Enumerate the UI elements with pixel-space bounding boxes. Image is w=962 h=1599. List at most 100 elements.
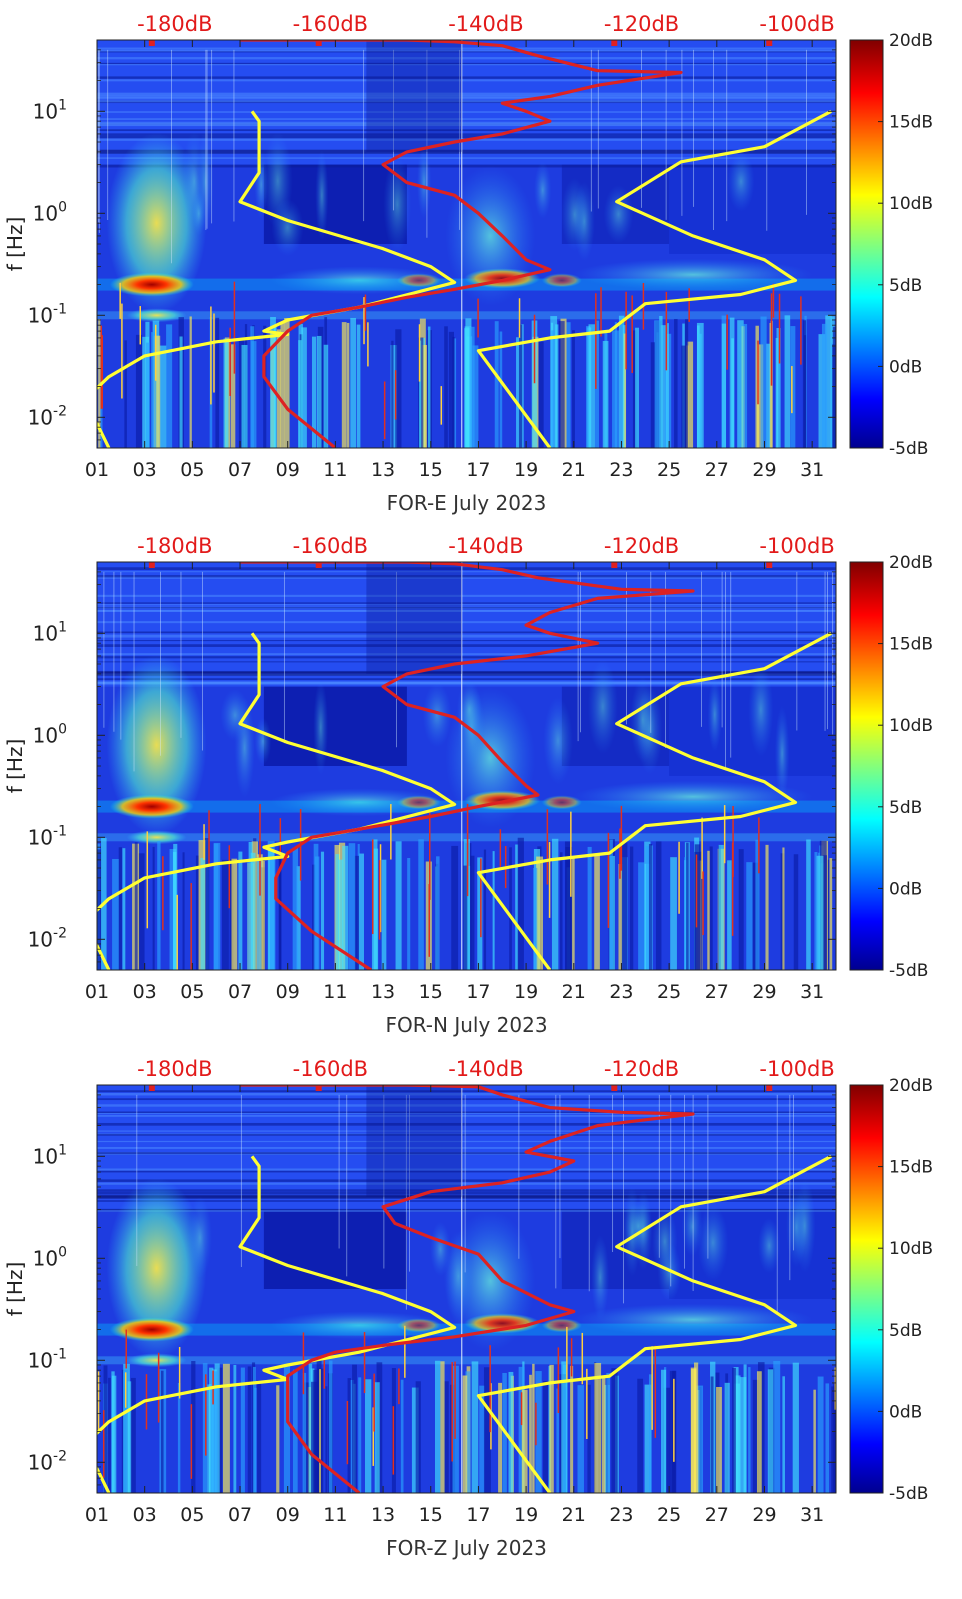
event-column	[533, 867, 538, 970]
top-marker	[315, 562, 322, 568]
y-tick-label: 101	[33, 97, 67, 123]
event-column	[816, 855, 824, 970]
event-column	[515, 844, 519, 970]
event-column	[195, 855, 199, 970]
x-tick-label: 09	[276, 981, 300, 1003]
event-column	[594, 855, 600, 970]
x-tick-label: 03	[133, 1504, 157, 1526]
top-marker	[148, 562, 155, 568]
event-column	[108, 1377, 111, 1493]
event-column	[390, 345, 398, 448]
energy-blob	[269, 266, 450, 295]
event-column	[587, 846, 592, 970]
event-column	[733, 1367, 739, 1493]
event-column	[415, 1381, 421, 1493]
event-column	[571, 857, 575, 970]
event-column	[623, 333, 627, 448]
event-column	[748, 1367, 751, 1493]
event-column	[226, 341, 229, 448]
event-column	[727, 860, 732, 970]
event-column	[803, 335, 807, 448]
x-tick-label: 29	[752, 981, 776, 1003]
x-tick-label: 13	[371, 1504, 395, 1526]
noise-stripe	[97, 640, 836, 642]
event-column	[635, 327, 640, 448]
event-column	[395, 841, 402, 970]
event-column	[594, 320, 599, 448]
event-column	[551, 838, 559, 970]
noise-stripe	[97, 164, 836, 168]
colorbar-label: 20dB	[889, 553, 933, 573]
event-column	[270, 317, 276, 448]
event-column	[707, 850, 711, 970]
event-column	[685, 319, 689, 448]
colorbar-label: 10dB	[889, 1239, 933, 1259]
y-tick-label: 101	[33, 619, 67, 645]
event-column	[469, 326, 475, 448]
event-column	[213, 842, 221, 970]
noise-stripe	[97, 1189, 836, 1192]
event-column	[694, 844, 701, 970]
energy-streak	[315, 150, 329, 241]
colorbar-label: -5dB	[889, 1484, 928, 1504]
event-column	[509, 847, 512, 970]
noise-stripe	[97, 1208, 836, 1211]
secondary-band	[97, 1356, 836, 1365]
y-tick-label: 10-1	[28, 823, 67, 849]
noise-stripe	[97, 594, 836, 597]
event-column	[755, 839, 760, 970]
energy-streak	[561, 177, 589, 252]
x-tick-label: 01	[85, 981, 109, 1003]
energy-blob	[572, 1303, 813, 1336]
event-column	[536, 856, 543, 970]
noise-stripe	[97, 49, 836, 52]
colorbar-label: 15dB	[889, 635, 933, 655]
event-column	[153, 335, 161, 448]
colorbar-label: 10dB	[889, 716, 933, 736]
event-column	[832, 326, 836, 448]
event-column	[739, 1377, 747, 1493]
event-column	[263, 325, 267, 448]
event-column	[250, 852, 256, 970]
primary-microseism-band	[97, 800, 836, 813]
event-column	[320, 851, 325, 970]
event-column	[825, 1383, 830, 1493]
colorbar	[849, 561, 884, 971]
quiet-region	[263, 686, 407, 766]
event-column	[784, 315, 791, 448]
noise-stripe	[97, 634, 836, 638]
event-column	[421, 345, 427, 448]
noise-stripe	[97, 1194, 836, 1199]
event-column	[724, 1382, 730, 1493]
event-column	[821, 323, 828, 448]
event-column	[621, 842, 628, 970]
event-column	[151, 332, 157, 448]
event-column	[551, 330, 555, 448]
top-axis-label: -140dB	[448, 534, 523, 558]
event-column	[479, 1385, 485, 1493]
event-column	[462, 1375, 468, 1493]
energy-streak	[534, 161, 552, 219]
event-column	[407, 857, 411, 970]
event-column	[241, 344, 248, 448]
noise-stripe	[97, 64, 836, 66]
event-column	[690, 1367, 697, 1493]
event-column	[538, 341, 544, 448]
x-tick-label: 07	[228, 981, 252, 1003]
event-column	[782, 1376, 785, 1493]
event-column	[718, 844, 724, 970]
event-column	[499, 331, 503, 448]
secondary-band	[97, 833, 836, 842]
noise-model-curve	[476, 631, 832, 970]
x-axis-label: FOR-E July 2023	[387, 491, 547, 515]
top-axis-label: -180dB	[137, 534, 212, 558]
noise-stripe	[97, 1112, 836, 1115]
event-column	[508, 1371, 514, 1493]
noise-stripe	[97, 1098, 836, 1101]
event-column	[189, 316, 192, 448]
x-tick-label: 09	[276, 459, 300, 481]
event-column	[251, 341, 257, 448]
event-column	[152, 846, 155, 970]
event-column	[829, 858, 833, 970]
event-column	[451, 845, 459, 970]
